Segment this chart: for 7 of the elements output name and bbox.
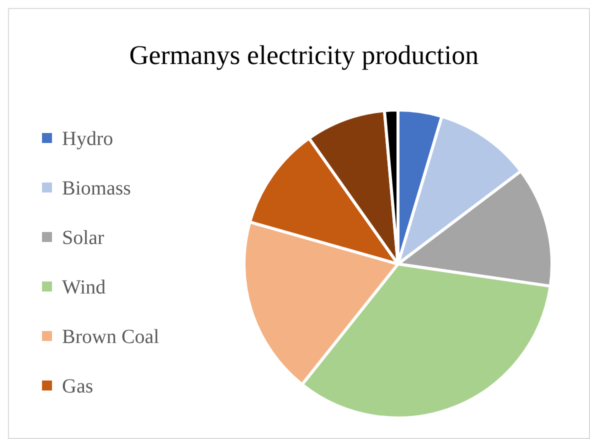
legend-label: Solar bbox=[62, 227, 105, 249]
legend-label: Brown Coal bbox=[62, 326, 160, 348]
legend-label: Hydro bbox=[62, 128, 114, 150]
legend-label: Biomass bbox=[62, 178, 132, 200]
legend-label: Gas bbox=[62, 376, 94, 398]
legend-label: Wind bbox=[62, 276, 106, 298]
chart-title: Germanys electricity production bbox=[129, 40, 480, 70]
